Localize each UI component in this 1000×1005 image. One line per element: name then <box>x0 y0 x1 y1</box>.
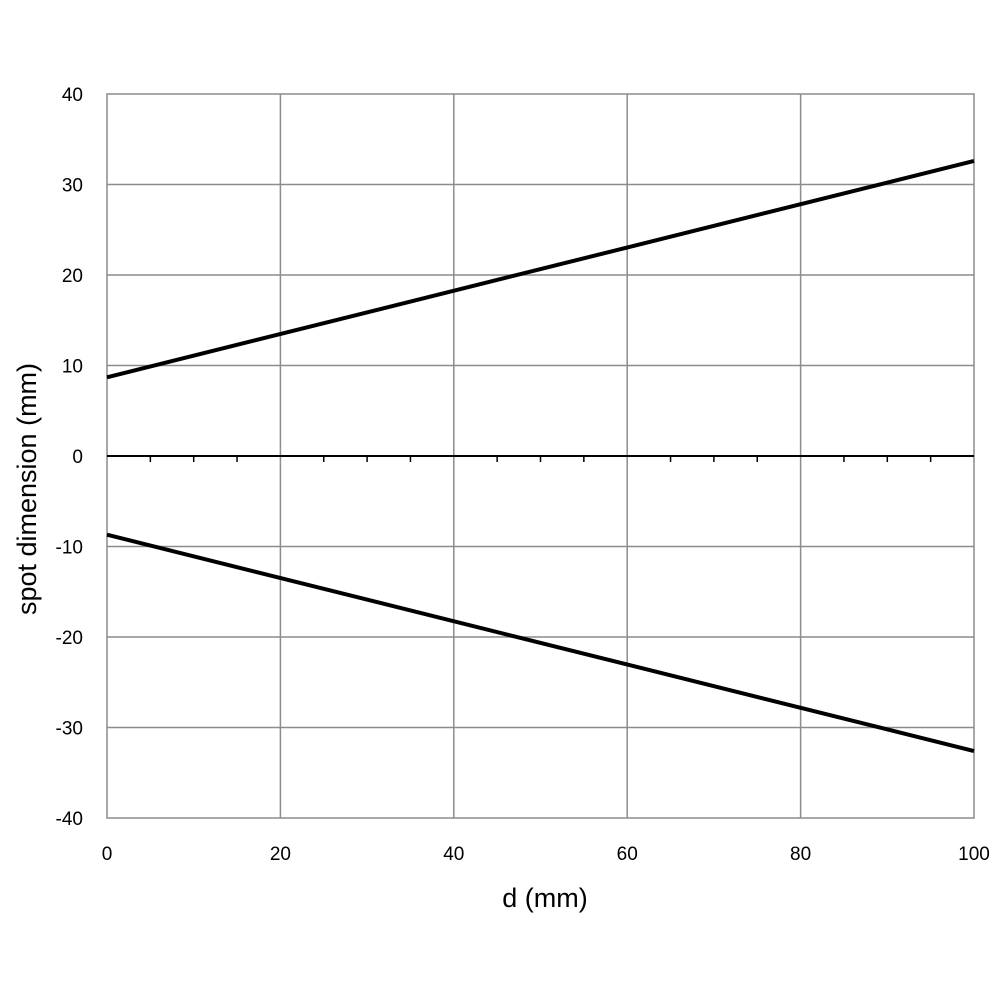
zero-axis <box>107 455 974 462</box>
x-tick-labels: 0 20 40 60 80 100 <box>102 844 990 865</box>
y-tick-label: -20 <box>56 628 83 649</box>
x-tick-label: 0 <box>102 844 113 865</box>
y-tick-label: 30 <box>62 176 83 197</box>
y-tick-labels: -40 -30 -20 -10 0 10 20 30 40 <box>56 85 83 830</box>
x-tick-label: 40 <box>443 844 464 865</box>
y-tick-label: -30 <box>56 719 83 740</box>
y-tick-label: -40 <box>56 809 83 830</box>
x-tick-label: 80 <box>790 844 811 865</box>
y-tick-label: 0 <box>72 447 83 468</box>
y-axis-title: spot dimension (mm) <box>12 363 42 615</box>
y-tick-label: 20 <box>62 266 83 287</box>
series-line-0 <box>106 159 975 380</box>
series-group <box>106 159 975 753</box>
y-tick-label: 40 <box>62 85 83 106</box>
x-tick-label: 20 <box>270 844 291 865</box>
x-tick-label: 100 <box>958 844 990 865</box>
series-line-1 <box>106 532 975 753</box>
y-tick-label: -10 <box>56 538 83 559</box>
x-axis-title: d (mm) <box>502 883 587 913</box>
y-tick-label: 10 <box>62 357 83 378</box>
x-tick-label: 60 <box>617 844 638 865</box>
